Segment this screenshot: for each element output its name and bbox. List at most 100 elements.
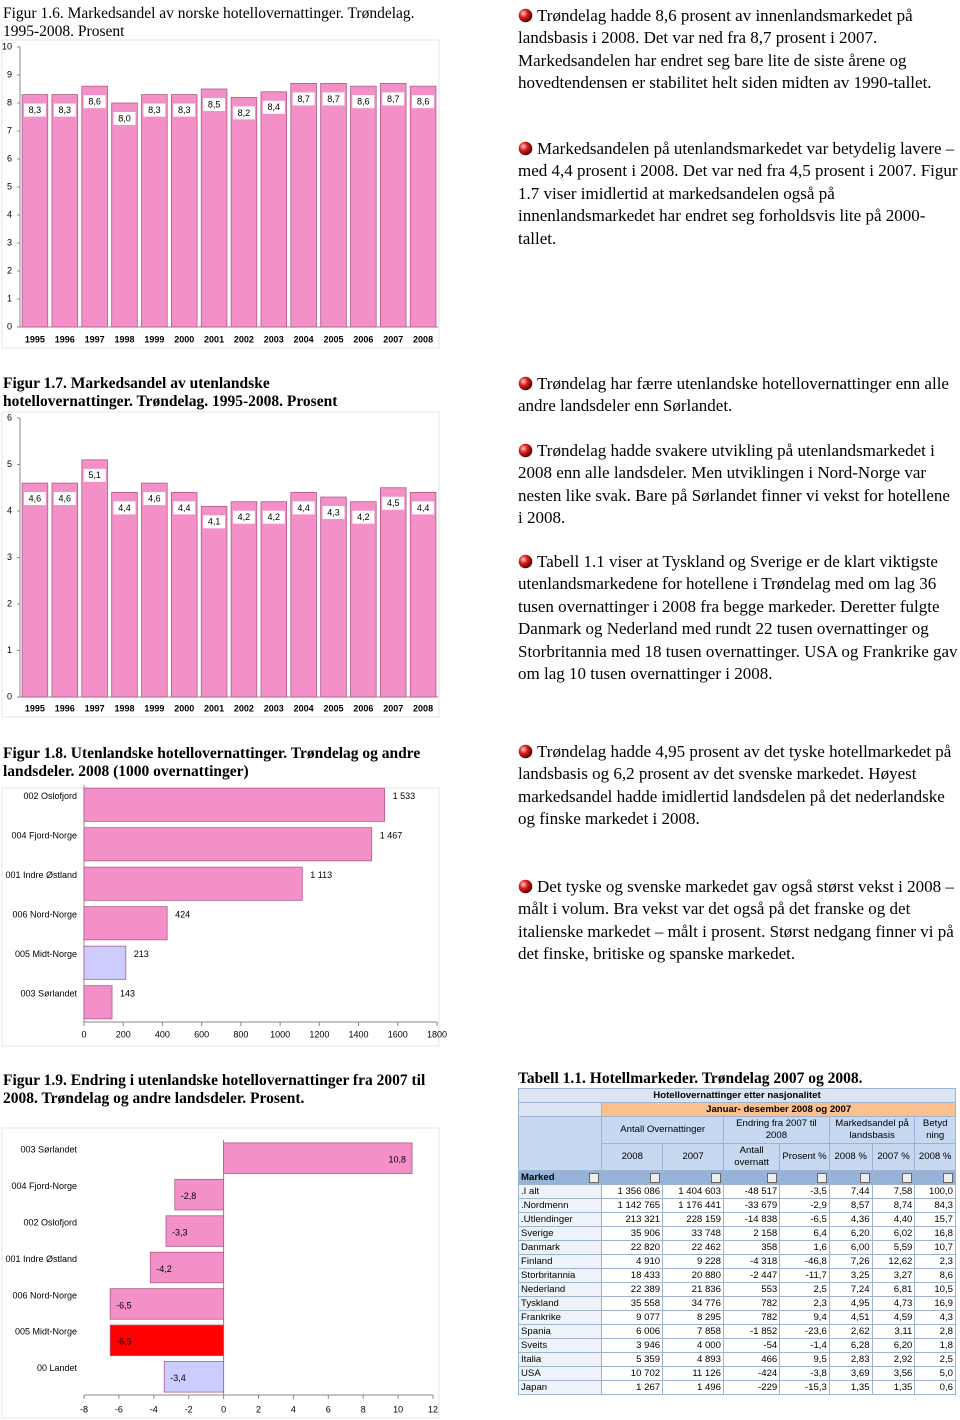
table-cell: 10,7	[914, 1240, 956, 1255]
table-cell: 12,62	[871, 1254, 916, 1269]
bar	[350, 85, 377, 328]
group-header: Betyd ning	[914, 1116, 956, 1144]
market-name: Italia	[517, 1352, 603, 1367]
chart-frame	[1, 39, 440, 349]
value-label: 213	[134, 949, 149, 959]
table-cell: 3 946	[601, 1338, 664, 1353]
x-tick-label: 2002	[234, 334, 254, 344]
table-cell: 8,74	[871, 1198, 916, 1213]
table-cell: 10,5	[914, 1282, 956, 1297]
table-cell: 10 702	[601, 1366, 664, 1381]
x-tick-label: 2001	[204, 334, 224, 344]
value-label: -2,8	[181, 1191, 197, 1201]
table-row: Danmark 22 820 22 462 358 1,6 6,00 5,59 10,7	[517, 1240, 956, 1255]
chart-frame	[1, 1127, 440, 1419]
value-label-box	[352, 510, 375, 524]
table-cell: -23,6	[779, 1324, 830, 1339]
table-cell: 5 359	[601, 1352, 664, 1367]
value-label: 1 113	[310, 870, 332, 880]
value-label-box	[173, 501, 196, 515]
y-tick-label: 3	[7, 552, 12, 562]
table-row: Nederland 22 389 21 836 553 2,5 7,24 6,81 10,5	[517, 1282, 956, 1297]
paragraph: Det tyske og svenske markedet gav også s…	[518, 876, 958, 966]
bar	[200, 88, 228, 328]
table-cell: 1 142 765	[601, 1198, 664, 1213]
y-tick-label: 5	[7, 181, 12, 191]
x-tick-label: -8	[80, 1404, 88, 1414]
table-cell: 3,56	[871, 1366, 916, 1381]
table-cell: 1 176 441	[662, 1198, 724, 1213]
y-tick-label: 8	[7, 97, 12, 107]
filter-cell	[871, 1170, 916, 1185]
bar	[163, 1361, 225, 1393]
filter-button	[859, 1173, 870, 1183]
value-label: 8,3	[148, 105, 161, 115]
table-cell: 34 776	[662, 1296, 724, 1311]
group-header: Markedsandel på landsbasis	[828, 1116, 916, 1144]
value-label: 4,2	[268, 512, 281, 522]
table-cell: -3,5	[779, 1184, 830, 1199]
x-tick-label: 2006	[353, 703, 373, 713]
paragraph-text: Det tyske og svenske markedet gav også s…	[518, 877, 954, 964]
x-tick-label: 2003	[264, 703, 284, 713]
table-cell: 22 820	[601, 1240, 664, 1255]
x-tick-label: 10	[393, 1404, 403, 1414]
table-cell: 1,8	[914, 1338, 956, 1353]
x-tick-label: 2003	[264, 334, 284, 344]
value-label: 8,7	[297, 94, 310, 104]
value-label: 8,6	[417, 97, 430, 107]
table-cell: 6,4	[779, 1226, 830, 1241]
value-label-box	[143, 492, 166, 506]
paragraph-text: Tabell 1.1 viser at Tyskland og Sverige …	[518, 552, 958, 684]
table-cell: 782	[722, 1310, 781, 1325]
bar	[83, 945, 127, 980]
x-tick-label: 1400	[349, 1029, 369, 1039]
y-tick-label: 002 Oslofjord	[23, 1217, 77, 1227]
column-header: Antall overnatt	[722, 1143, 781, 1171]
value-label-box	[113, 501, 136, 515]
table-cell: 9,5	[779, 1352, 830, 1367]
bar	[230, 97, 258, 328]
bar	[81, 85, 108, 328]
table-cell: 6,00	[828, 1240, 873, 1255]
value-label-box	[203, 98, 226, 111]
market-name: Japan	[517, 1380, 603, 1395]
value-label: 8,5	[208, 99, 221, 109]
x-tick-label: 200	[116, 1029, 131, 1039]
table-title: Hotellovernattinger etter nasjonalitet	[518, 1088, 956, 1103]
y-tick-label: 4	[7, 209, 12, 219]
x-tick-label: 1996	[55, 334, 75, 344]
value-label: 8,3	[178, 105, 191, 115]
table-cell: 7,58	[871, 1184, 916, 1199]
table-row: Japan 1 267 1 496 -229 -15,3 1,35 1,35 0,6	[517, 1380, 956, 1395]
y-tick-label: 001 Indre Østland	[5, 870, 77, 880]
table-cell: 33 748	[662, 1226, 724, 1241]
x-tick-label: 1998	[114, 334, 134, 344]
bar	[230, 501, 258, 698]
x-tick-label: 2005	[323, 334, 343, 344]
filter-cell	[722, 1170, 781, 1185]
bar	[200, 505, 228, 698]
value-label: 4,6	[59, 493, 72, 503]
y-tick-label: 005 Midt-Norge	[15, 1327, 77, 1337]
table-cell: -46,8	[779, 1254, 830, 1269]
y-tick-label: 4	[7, 505, 12, 515]
table-cell: 4,36	[828, 1212, 873, 1227]
table-cell: 84,3	[914, 1198, 956, 1213]
bar	[290, 491, 317, 698]
table-cell: 7,26	[828, 1254, 873, 1269]
paragraph-text: Trøndelag hadde 4,95 prosent av det tysk…	[518, 742, 952, 829]
x-tick-label: -6	[115, 1404, 123, 1414]
y-tick-label: 006 Nord-Norge	[12, 1290, 77, 1300]
value-label: 1 467	[380, 831, 403, 841]
bar	[290, 83, 317, 328]
table-row: .I alt 1 356 086 1 404 603 -48 517 -3,5 7,44 7…	[517, 1184, 956, 1199]
table-cell: 4 910	[601, 1254, 664, 1269]
x-tick-label: 1997	[85, 334, 105, 344]
filter-cell	[662, 1170, 724, 1185]
value-label-box	[262, 510, 285, 524]
table-cell: 6 006	[601, 1324, 664, 1339]
filter-button	[902, 1173, 913, 1183]
row-header-text: Marked	[521, 1171, 555, 1183]
x-tick-label: 12	[428, 1404, 438, 1414]
